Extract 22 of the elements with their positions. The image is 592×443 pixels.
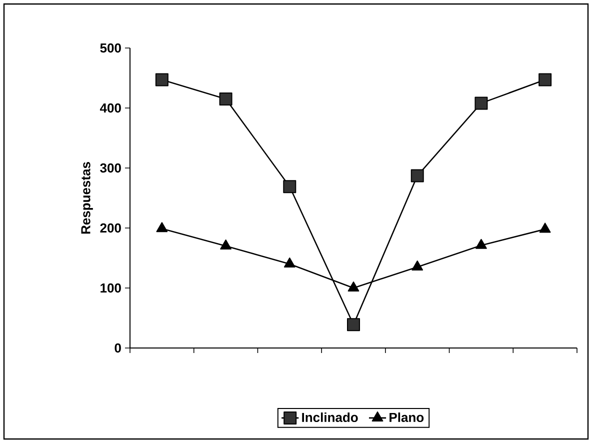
- point: [155, 73, 168, 86]
- y-tick-label: 500: [100, 43, 121, 53]
- point: [412, 260, 424, 270]
- y-tick-label: 400: [100, 103, 121, 113]
- point: [538, 73, 552, 86]
- point: [474, 96, 488, 110]
- point: [283, 180, 296, 194]
- legend-label: Inclinado: [302, 412, 358, 422]
- y-tick-label: 0: [114, 343, 121, 353]
- y-tick-label: 200: [100, 223, 121, 233]
- point: [219, 92, 232, 106]
- point: [539, 222, 551, 233]
- point: [156, 222, 168, 232]
- y-tick-label: 100: [100, 283, 121, 293]
- point: [284, 257, 296, 268]
- y-axis-title: Respuestas: [81, 162, 93, 234]
- point: [348, 281, 360, 292]
- point: [410, 169, 424, 182]
- legend-label: Plano: [390, 412, 424, 422]
- point: [220, 239, 232, 250]
- y-tick-label: 300: [100, 163, 121, 173]
- point: [476, 238, 487, 249]
